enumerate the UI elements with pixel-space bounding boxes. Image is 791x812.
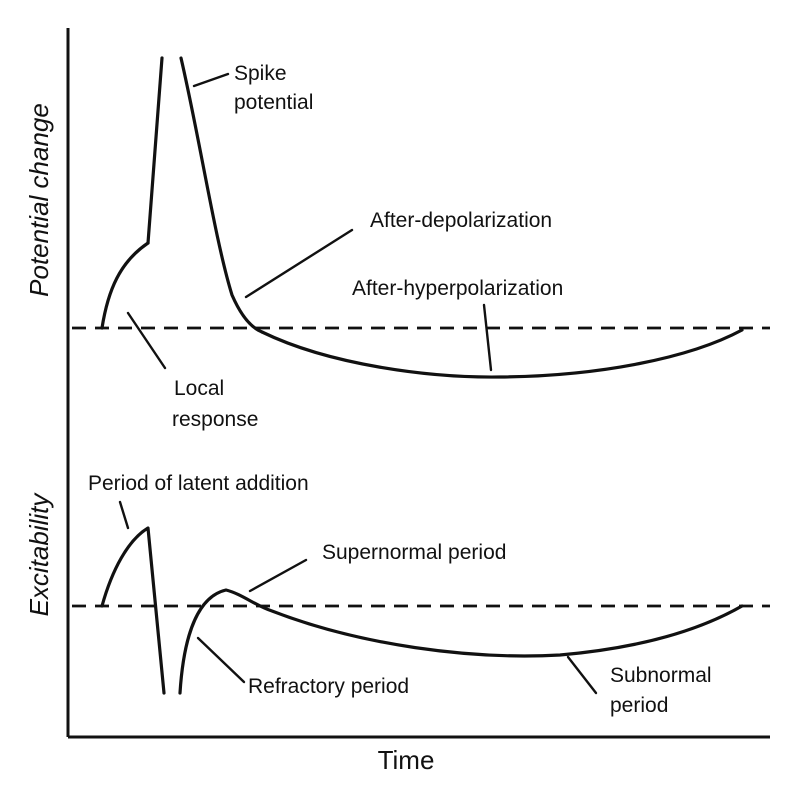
top-y-axis-title: Potential change: [24, 103, 54, 297]
refractory-label: Refractory period: [248, 675, 409, 698]
bottom-y-axis-title: Excitability: [24, 492, 54, 617]
spike-label-line1: Spike: [234, 62, 287, 85]
local-response-label-line2: response: [172, 408, 258, 431]
refractory-leader-line: [196, 636, 246, 684]
subnormal-label-line2: period: [610, 694, 668, 717]
spike-leader-line: [192, 72, 230, 88]
subnormal-label-line1: Subnormal: [610, 664, 712, 687]
after-hyperpolarization-label: After-hyperpolarization: [352, 277, 563, 300]
latent-addition-curve: [100, 526, 166, 695]
supernormal-label: Supernormal period: [322, 541, 506, 564]
local-response-curve: [100, 241, 150, 330]
local-response-label-line1: Local: [174, 377, 224, 400]
recovery-curve: [178, 588, 744, 695]
after-depolarization-leader-line: [244, 228, 354, 299]
spike-label-line2: potential: [234, 91, 313, 114]
spike-potential-curve: [146, 56, 264, 334]
subnormal-leader-line: [566, 655, 598, 695]
supernormal-leader-line: [248, 558, 308, 593]
after-depolarization-label: After-depolarization: [370, 209, 552, 232]
x-axis-title: Time: [378, 745, 435, 775]
after-hyperpolarization-leader-line: [482, 303, 493, 372]
after-hyperpolarization-curve: [260, 328, 744, 379]
latent-addition-leader-line: [118, 500, 130, 530]
latent-addition-label: Period of latent addition: [88, 472, 309, 495]
local-response-leader-line: [126, 311, 167, 370]
